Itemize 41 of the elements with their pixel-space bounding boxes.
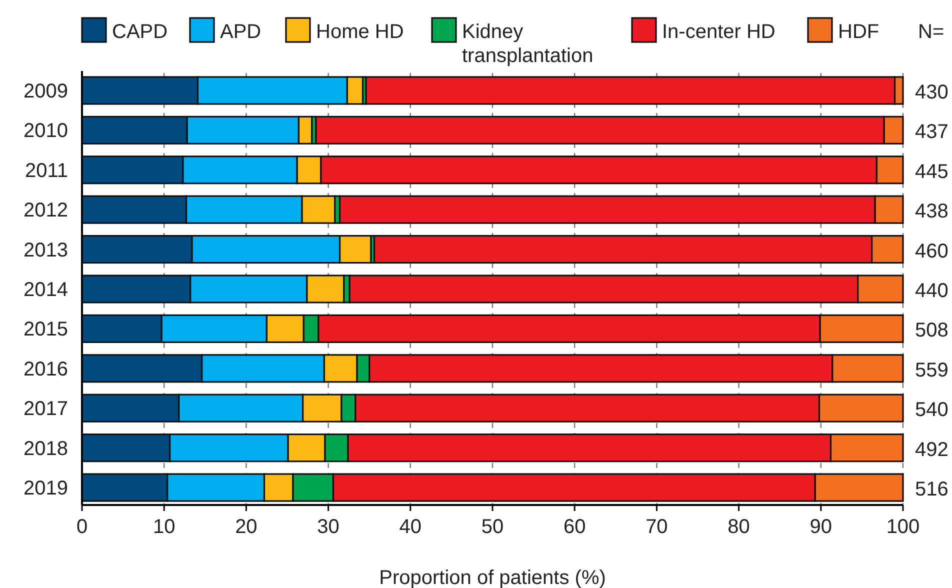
x-tick-label: 40 [399, 516, 422, 538]
text: 492 [915, 438, 948, 461]
y-tick-label: 2009 [24, 80, 68, 102]
y-tick-label: 2019 [24, 478, 68, 500]
text: 438 [915, 200, 948, 223]
x-tick-label: 20 [235, 516, 258, 538]
text: 508 [915, 320, 948, 342]
x-axis-title: Proportion of patients (%) [379, 567, 606, 588]
x-tick-label: 50 [481, 516, 504, 538]
y-tick-label: 2010 [24, 120, 68, 142]
y-tick-label: 2018 [24, 438, 68, 460]
y-tick-label: 2013 [24, 239, 68, 262]
x-tick-label: 60 [563, 516, 586, 538]
x-tick-label: 10 [152, 516, 176, 538]
y-tick-label: 2017 [24, 398, 68, 420]
text: 559 [915, 359, 948, 382]
text: N= [918, 21, 944, 43]
x-tick-label: 0 [76, 516, 88, 538]
legend-label: Home HD [316, 21, 404, 43]
legend-label: HDF [838, 21, 880, 43]
text: 460 [915, 240, 948, 262]
x-tick-label: 70 [646, 516, 668, 538]
text: 540 [915, 399, 948, 422]
y-tick-label: 2016 [24, 358, 68, 380]
y-tick-label: 2015 [24, 318, 68, 341]
x-tick-label: 90 [810, 516, 832, 538]
x-tick-label: 100 [886, 516, 920, 538]
text: 440 [915, 280, 948, 302]
x-tick-label: 30 [317, 516, 340, 538]
y-tick-label: 2011 [24, 160, 68, 182]
text: 430 [915, 81, 948, 104]
y-tick-label: 2014 [24, 279, 68, 301]
legend-label: CAPD [112, 21, 168, 43]
text: 445 [915, 160, 948, 183]
text: 437 [915, 121, 948, 144]
x-tick-label: 80 [728, 516, 750, 538]
legend-label: In-center HD [662, 21, 776, 43]
legend-label: Kidney transplantation [462, 21, 594, 67]
legend-label: APD [220, 21, 262, 43]
text: 516 [915, 478, 948, 501]
y-tick-label: 2012 [24, 200, 68, 222]
